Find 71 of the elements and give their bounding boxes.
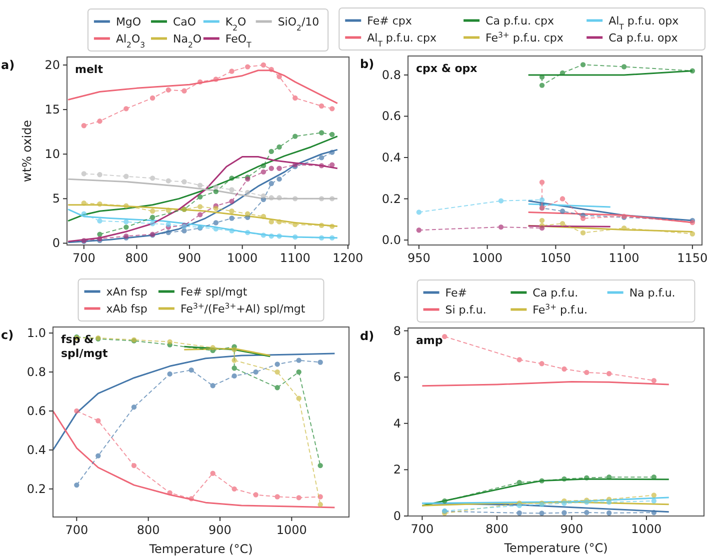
y-axis-title: wt% oxide <box>20 120 34 182</box>
legend-label: Al$_{T}$ p.f.u. cpx <box>367 32 437 48</box>
legend-label: CaO <box>172 16 196 28</box>
legend-label: K$_{2}$O <box>225 16 247 32</box>
legend-label: Na p.f.u. <box>629 286 676 300</box>
legend-label: Fe# spl/mgt <box>180 286 248 298</box>
y-tick-label: 0.4 <box>26 442 46 457</box>
y-tick-label: 10 <box>44 147 60 162</box>
x-tick-label: 1100 <box>280 251 310 265</box>
x-axis-title: Temperature (°C) <box>148 542 253 556</box>
legend-label: Al$_{2}$O$_{3}$ <box>116 32 146 49</box>
x-tick-label: 900 <box>178 251 201 265</box>
y-tick-label: 0.4 <box>382 150 401 165</box>
legend-label: xAn fsp <box>106 286 148 298</box>
legend-label: Ca p.f.u. <box>532 286 578 300</box>
legend-label: Si p.f.u. <box>445 304 486 316</box>
legend-label: FeO$_{T}$ <box>225 32 252 49</box>
text: melt <box>75 63 103 76</box>
x-tick-label: 800 <box>125 251 148 265</box>
y-tick-label: 5 <box>52 192 60 206</box>
x-tick-label: 950 <box>407 251 430 265</box>
x-tick-label: 1000 <box>631 522 662 536</box>
y-tick-label: 1.0 <box>26 326 46 340</box>
y-tick-label: 0 <box>393 509 401 523</box>
text: amp <box>416 334 443 347</box>
y-tick-label: 0.6 <box>26 404 46 418</box>
y-tick-label: 4 <box>393 416 401 430</box>
legend-label: Fe# cpx <box>367 14 412 28</box>
legend-label: Fe$^{3+}$ p.f.u. <box>532 302 588 316</box>
legend-label: Fe$^{3+}$/(Fe$^{3+}$+Al) spl/mgt <box>180 301 306 316</box>
x-tick-label: 900 <box>560 522 584 536</box>
legend-label: Al$_{T}$ p.f.u. opx <box>608 14 680 31</box>
y-tick-label: 0.2 <box>382 192 401 206</box>
y-tick-label: 0 <box>52 236 60 250</box>
x-tick-label: 700 <box>65 523 88 537</box>
x-tick-label: 1000 <box>227 251 258 265</box>
x-tick-label: 1200 <box>332 251 364 265</box>
x-axis-title: Temperature (°C) <box>503 541 608 555</box>
x-tick-label: 900 <box>208 523 232 537</box>
y-tick-label: 15 <box>44 102 60 117</box>
y-tick-label: 0.0 <box>382 233 401 248</box>
x-tick-label: 1150 <box>677 251 707 265</box>
legend-label: SiO$_{2}$/10 <box>278 16 320 32</box>
text: b) <box>360 57 374 71</box>
y-tick-label: 0.2 <box>26 482 46 496</box>
text: cpx & opx <box>416 62 478 75</box>
text: d) <box>360 329 374 343</box>
x-tick-label: 800 <box>485 522 508 536</box>
legend-label: Ca p.f.u. cpx <box>486 14 554 28</box>
text: c) <box>1 328 14 342</box>
x-tick-label: 1100 <box>608 251 640 265</box>
legend-label: Fe$^{3+}$ p.f.u. cpx <box>486 30 564 44</box>
x-tick-label: 700 <box>410 522 434 536</box>
y-tick-label: 0.8 <box>382 68 401 82</box>
text: a) <box>1 58 15 72</box>
legend-label: Ca p.f.u. opx <box>608 32 678 44</box>
y-tick-label: 2 <box>393 462 401 477</box>
x-tick-label: 700 <box>72 251 96 265</box>
x-tick-label: 1000 <box>276 523 307 537</box>
y-tick-label: 8 <box>393 324 401 338</box>
legend-label: xAb fsp <box>106 302 148 316</box>
y-tick-label: 0.6 <box>382 109 401 124</box>
legend-label: Na$_{2}$O <box>172 32 202 49</box>
x-tick-label: 1050 <box>540 251 571 265</box>
y-tick-label: 20 <box>44 58 60 72</box>
legend-label: MgO <box>116 16 142 28</box>
y-tick-label: 6 <box>393 370 401 384</box>
y-tick-label: 0.8 <box>26 365 46 380</box>
x-tick-label: 800 <box>136 523 160 537</box>
x-tick-label: 1000 <box>472 251 503 265</box>
legend-label: Fe# <box>445 286 467 300</box>
